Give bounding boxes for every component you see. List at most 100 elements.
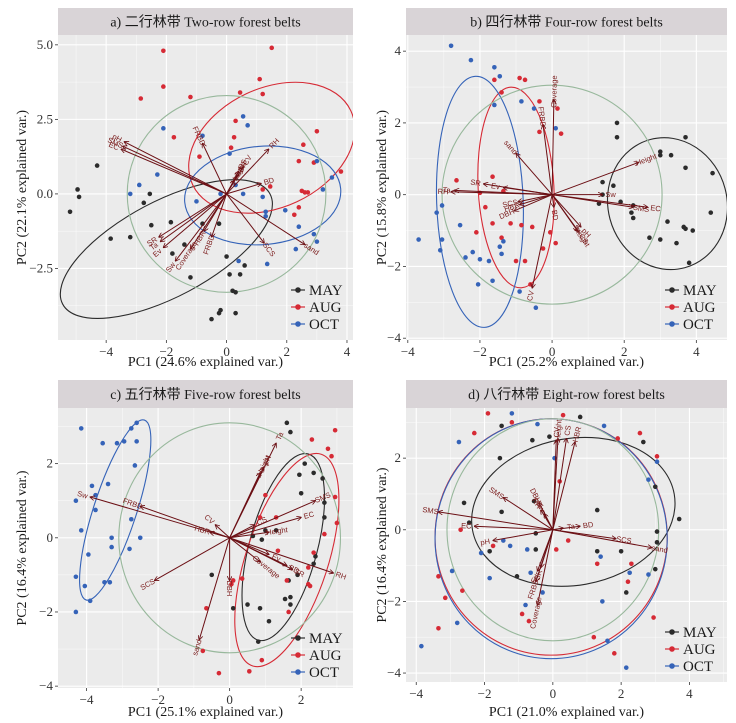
point-aug	[474, 230, 479, 235]
loading-arrow	[552, 100, 554, 195]
point-aug	[286, 609, 291, 615]
loading-arrow	[552, 440, 556, 530]
loading-arrow	[552, 194, 554, 208]
point-aug	[197, 154, 202, 159]
point-aug	[200, 648, 206, 654]
point-aug	[594, 561, 600, 567]
loading-arrow	[229, 532, 269, 539]
point-aug	[161, 84, 166, 89]
panel-title: a) 二行林带 Two-row forest belts	[110, 15, 300, 31]
loading-arrow	[536, 529, 554, 582]
panel-b: b) 四行林带 Four-row forest belts −4 −2 0 2 4 −4 −2…	[375, 8, 727, 370]
point-oct	[468, 57, 474, 63]
point-aug	[309, 437, 315, 442]
loading-arrow	[552, 438, 567, 530]
point-may	[657, 149, 663, 154]
point-may	[127, 234, 133, 240]
point-aug	[260, 91, 265, 97]
loading-arrow	[215, 525, 230, 539]
point-may	[259, 537, 265, 542]
point-oct	[477, 256, 483, 262]
point-oct	[129, 516, 134, 522]
point-aug	[228, 145, 234, 150]
point-aug	[229, 581, 234, 587]
point-aug	[311, 550, 316, 555]
panel-c: c) 五行林带 Five-row forest belts −4 −2 0 2 −4 −2 0…	[15, 380, 353, 720]
loading-arrow	[551, 194, 581, 227]
point-oct	[623, 665, 629, 670]
panel-strip	[58, 380, 353, 408]
point-oct	[646, 572, 651, 577]
point-may	[614, 120, 620, 126]
point-oct	[263, 213, 269, 219]
y-tick-label: −2	[39, 604, 53, 619]
point-oct	[528, 570, 533, 576]
loading-arrow	[163, 193, 227, 248]
legend-key-dot	[295, 287, 301, 293]
ellipse-oct	[79, 419, 152, 601]
x-axis-title: PC1 (24.6% explained var.)	[128, 355, 283, 370]
point-aug	[138, 96, 144, 101]
loading-arrow	[229, 537, 334, 573]
point-aug	[188, 94, 193, 100]
loading-arrow	[537, 529, 554, 605]
loading-arrow	[226, 183, 262, 195]
y-tick-label: 4	[395, 43, 402, 58]
point-may	[313, 554, 318, 559]
point-may	[200, 221, 205, 227]
point-oct	[519, 99, 524, 104]
y-tick-label: 2	[395, 115, 402, 130]
panel-d: d) 八行林带 Eight-row forest belts −4 −2 0 2 4 −4 −…	[375, 380, 727, 720]
loading-label: CS	[562, 425, 572, 437]
loading-arrow	[229, 517, 302, 539]
x-axis-title: PC1 (25.2% explained var.)	[489, 355, 644, 370]
loading-label: Height	[553, 418, 563, 441]
point-oct	[93, 492, 98, 498]
point-oct	[439, 237, 445, 242]
loading-label: SCS	[502, 198, 519, 210]
loading-label: RH	[334, 570, 347, 582]
point-aug	[555, 106, 560, 111]
point-may	[216, 310, 222, 316]
point-oct	[486, 258, 492, 264]
legend-label-aug: AUG	[683, 642, 716, 658]
x-tick-label: 2	[284, 344, 291, 359]
point-oct	[102, 580, 107, 585]
point-aug	[296, 205, 302, 210]
point-oct	[240, 191, 246, 197]
legend-label-may: MAY	[309, 631, 343, 647]
point-aug	[442, 595, 448, 601]
point-aug	[334, 520, 340, 526]
loading-arrow	[229, 501, 316, 539]
point-oct	[264, 261, 270, 267]
point-may	[594, 507, 600, 513]
point-may	[233, 310, 238, 316]
point-may	[499, 423, 504, 429]
point-aug	[454, 178, 459, 183]
point-aug	[522, 258, 528, 264]
point-oct	[627, 570, 632, 576]
point-may	[611, 183, 616, 189]
point-oct	[161, 126, 166, 131]
point-aug	[517, 75, 522, 81]
y-tick-label: 2	[395, 450, 402, 465]
point-aug	[269, 45, 275, 51]
point-oct	[470, 249, 476, 255]
point-oct	[73, 609, 79, 615]
legend-label-oct: OCT	[683, 659, 713, 675]
point-oct	[78, 426, 84, 431]
x-tick-label: 0	[223, 344, 230, 359]
loading-label: CS	[255, 515, 268, 528]
legend-key-dot	[295, 669, 301, 675]
point-oct	[454, 620, 460, 626]
point-may	[654, 529, 660, 534]
point-aug	[436, 625, 441, 631]
loading-arrow	[520, 194, 553, 205]
point-may	[209, 572, 215, 578]
point-oct	[605, 638, 610, 644]
point-oct	[416, 237, 421, 242]
point-oct	[245, 123, 250, 128]
loading-label: pH	[111, 132, 124, 144]
loading-label: HBR	[571, 425, 584, 443]
ellipse-aug	[477, 86, 555, 289]
